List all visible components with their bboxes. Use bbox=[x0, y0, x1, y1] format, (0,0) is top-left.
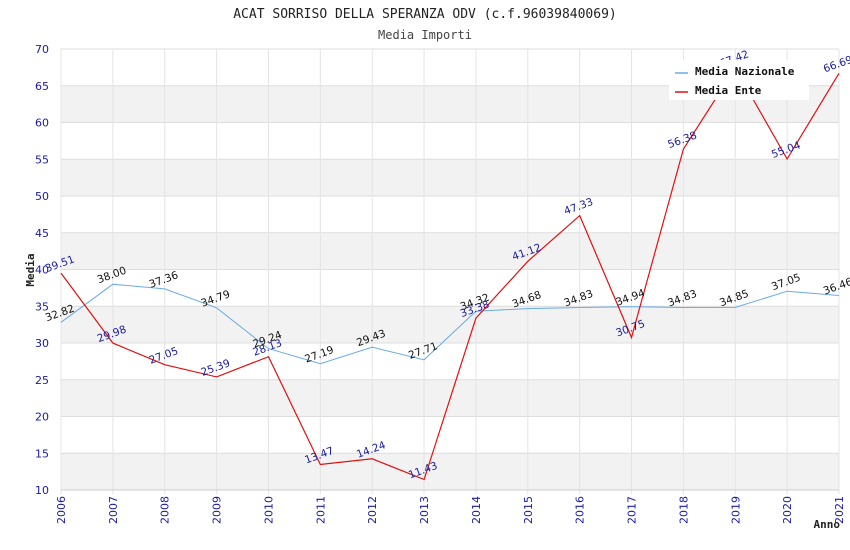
grid-bands bbox=[61, 49, 839, 490]
y-tick-label: 55 bbox=[35, 153, 49, 166]
y-tick-label: 50 bbox=[35, 190, 49, 203]
chart-title: ACAT SORRISO DELLA SPERANZA ODV (c.f.960… bbox=[233, 7, 617, 22]
y-axis-label: Media bbox=[24, 253, 37, 286]
x-tick-label: 2012 bbox=[366, 496, 379, 524]
x-tick-label: 2009 bbox=[211, 496, 224, 524]
grid-band bbox=[61, 196, 839, 233]
x-tick-label: 2013 bbox=[418, 496, 431, 524]
grid-band bbox=[61, 453, 839, 490]
x-tick-label: 2006 bbox=[55, 496, 68, 524]
grid-band bbox=[61, 306, 839, 343]
grid-band bbox=[61, 343, 839, 380]
grid-lines bbox=[60, 48, 840, 494]
x-tick-label: 2017 bbox=[626, 496, 639, 524]
y-tick-label: 10 bbox=[35, 484, 49, 497]
series-lines bbox=[60, 66, 840, 481]
y-tick-label: 70 bbox=[35, 43, 49, 56]
x-tick-label: 2018 bbox=[677, 496, 690, 524]
y-axis-ticks: 10 15 20 25 30 35 40 45 50 55 60 65 70 bbox=[35, 43, 49, 497]
y-tick-label: 30 bbox=[35, 337, 49, 350]
x-tick-label: 2019 bbox=[729, 496, 742, 524]
x-tick-label: 2015 bbox=[522, 496, 535, 524]
y-tick-label: 35 bbox=[35, 300, 49, 313]
series-line-media-nazionale bbox=[60, 283, 840, 365]
y-tick-label: 65 bbox=[35, 80, 49, 93]
y-tick-label: 40 bbox=[35, 264, 49, 277]
x-tick-label: 2014 bbox=[470, 496, 483, 524]
grid-band bbox=[61, 232, 839, 270]
grid-band bbox=[61, 416, 839, 454]
y-tick-label: 60 bbox=[35, 117, 49, 130]
grid-band bbox=[61, 122, 839, 160]
legend-label-media-nazionale: Media Nazionale bbox=[695, 65, 795, 78]
y-tick-label: 45 bbox=[35, 227, 49, 240]
y-tick-label: 25 bbox=[35, 374, 49, 387]
x-tick-label: 2011 bbox=[314, 496, 327, 524]
series-line-media-ente bbox=[60, 66, 840, 481]
x-tick-label: 2007 bbox=[107, 496, 120, 524]
legend-label-media-ente: Media Ente bbox=[695, 84, 762, 97]
x-tick-label: 2010 bbox=[262, 496, 275, 524]
x-tick-label: 2008 bbox=[159, 496, 172, 524]
x-tick-label: 2020 bbox=[781, 496, 794, 524]
y-tick-label: 15 bbox=[35, 447, 49, 460]
grid-band bbox=[61, 159, 839, 196]
legend: Media Nazionale Media Ente bbox=[669, 60, 809, 100]
chart-subtitle: Media Importi bbox=[378, 28, 472, 42]
grid-band bbox=[61, 269, 839, 307]
x-tick-label: 2016 bbox=[574, 496, 587, 524]
legend-box bbox=[669, 60, 809, 100]
y-tick-label: 20 bbox=[35, 411, 49, 424]
x-axis-ticks: 2006 2007 2008 2009 2010 2011 2012 2013 2014 2015… bbox=[55, 496, 846, 524]
x-axis-label: Anno bbox=[814, 518, 841, 531]
x-tick-label: 2021 bbox=[833, 496, 846, 524]
